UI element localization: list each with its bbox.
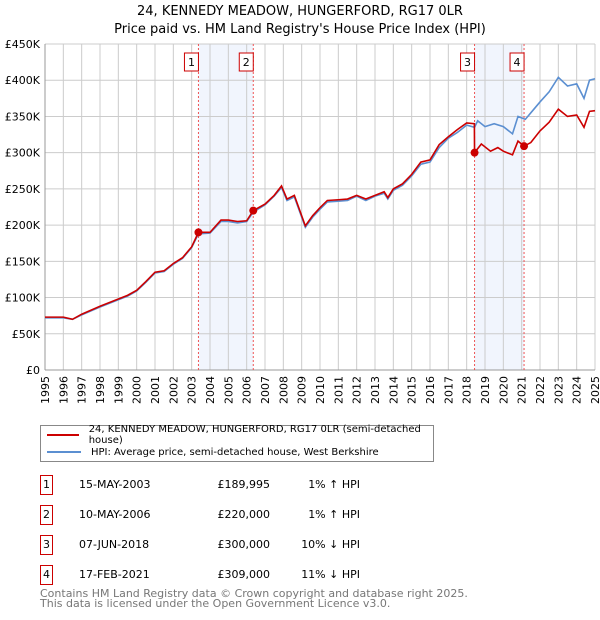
- sale-marker-label: 1: [188, 56, 195, 69]
- y-tick-label: £300K: [5, 147, 41, 160]
- transaction-hpi: 1% ↑ HPI: [308, 508, 360, 521]
- transaction-number: 3: [40, 535, 53, 555]
- transaction-date: 07-JUN-2018: [79, 538, 150, 551]
- transaction-number: 1: [40, 475, 53, 495]
- x-tick-label: 2018: [461, 376, 474, 404]
- x-tick-label: 2021: [516, 376, 529, 404]
- sale-point: [194, 228, 203, 237]
- legend-blue-line: [47, 451, 81, 453]
- sale-point: [520, 142, 529, 151]
- x-tick-label: 2016: [424, 376, 437, 404]
- legend-red-label: 24, KENNEDY MEADOW, HUNGERFORD, RG17 0LR…: [88, 424, 421, 446]
- transaction-row: 3 07-JUN-2018 £300,000 10% ↓ HPI: [40, 535, 440, 555]
- x-tick-label: 2006: [241, 376, 254, 404]
- x-tick-label: 1997: [76, 376, 89, 404]
- x-tick-label: 2023: [552, 376, 565, 404]
- transaction-number: 2: [40, 505, 53, 525]
- x-tick-label: 2017: [442, 376, 455, 404]
- y-tick-label: £0: [26, 364, 40, 377]
- chart-title: 24, KENNEDY MEADOW, HUNGERFORD, RG17 0LR: [137, 4, 463, 19]
- sale-marker-label: 2: [243, 56, 250, 69]
- x-tick-label: 2009: [296, 376, 309, 404]
- x-tick-label: 2024: [571, 376, 584, 404]
- x-tick-label: 2003: [186, 376, 199, 404]
- sale-marker-box: [509, 52, 525, 72]
- transaction-hpi: 10% ↓ HPI: [301, 538, 360, 551]
- transaction-row: 1 15-MAY-2003 £189,995 1% ↑ HPI: [40, 475, 440, 495]
- x-tick-label: 1996: [57, 376, 70, 404]
- sale-point: [249, 206, 258, 215]
- sale-marker-box: [238, 52, 254, 72]
- sale-marker-label: 3: [464, 56, 471, 69]
- legend-blue-label: HPI: Average price, semi-detached house,…: [91, 446, 379, 458]
- x-tick-label: 2004: [204, 376, 217, 404]
- y-tick-label: £150K: [5, 255, 41, 268]
- x-tick-label: 1998: [94, 376, 107, 404]
- x-tick-label: 2011: [332, 376, 345, 404]
- x-tick-label: 2019: [479, 376, 492, 404]
- y-tick-label: £450K: [5, 38, 41, 51]
- transaction-row: 4 17-FEB-2021 £309,000 11% ↓ HPI: [40, 565, 440, 585]
- footer: Contains HM Land Registry data © Crown c…: [40, 587, 468, 610]
- sale-marker-box: [460, 52, 476, 72]
- transaction-price: £309,000: [217, 568, 271, 581]
- legend-red-line: [47, 434, 79, 436]
- x-tick-label: 2015: [406, 376, 419, 404]
- y-tick-label: £350K: [5, 110, 41, 123]
- y-tick-label: £400K: [5, 74, 41, 87]
- sale-marker-label: 4: [514, 56, 521, 69]
- transaction-date: 17-FEB-2021: [79, 568, 150, 581]
- x-tick-label: 2013: [369, 376, 382, 404]
- price-paid-line: [45, 108, 596, 321]
- x-tick-label: 2002: [167, 376, 180, 404]
- transaction-price: £220,000: [217, 508, 271, 521]
- y-tick-label: £100K: [5, 292, 41, 305]
- transaction-date: 10-MAY-2006: [79, 508, 151, 521]
- transaction-hpi: 1% ↑ HPI: [308, 478, 360, 491]
- x-tick-label: 2010: [314, 376, 327, 404]
- y-tick-label: £50K: [12, 328, 41, 341]
- sale-point: [470, 148, 479, 157]
- x-tick-label: 2001: [149, 376, 162, 404]
- sale-marker-box: [183, 52, 199, 72]
- x-tick-label: 1999: [112, 376, 125, 404]
- y-tick-label: £250K: [5, 183, 41, 196]
- shaded-range: [474, 44, 525, 370]
- x-tick-label: 2007: [259, 376, 272, 404]
- x-tick-label: 2005: [222, 376, 235, 404]
- legend: 24, KENNEDY MEADOW, HUNGERFORD, RG17 0LR…: [40, 424, 434, 462]
- transaction-number: 4: [40, 565, 53, 585]
- transaction-row: 2 10-MAY-2006 £220,000 1% ↑ HPI: [40, 505, 440, 525]
- footer-line1: Contains HM Land Registry data © Crown c…: [40, 587, 468, 600]
- x-tick-label: 2022: [534, 376, 547, 404]
- x-tick-label: 1995: [39, 376, 52, 404]
- transaction-date: 15-MAY-2003: [79, 478, 151, 491]
- price-chart: 1995 1996 1997 1998 1999 2000 2001 2002 2003 2004…: [5, 38, 600, 404]
- transaction-price: £189,995: [217, 478, 271, 491]
- x-tick-label: 2025: [589, 376, 600, 404]
- x-tick-label: 2000: [131, 376, 144, 404]
- transaction-price: £300,000: [217, 538, 271, 551]
- footer-line2: This data is licensed under the Open Gov…: [40, 597, 391, 610]
- x-tick-label: 2008: [277, 376, 290, 404]
- transaction-hpi: 11% ↓ HPI: [301, 568, 360, 581]
- x-tick-label: 2020: [497, 376, 510, 404]
- chart-subtitle: Price paid vs. HM Land Registry's House …: [114, 22, 486, 37]
- shaded-range: [198, 44, 254, 370]
- x-tick-label: 2014: [387, 376, 400, 404]
- x-tick-label: 2012: [351, 376, 364, 404]
- y-tick-label: £200K: [5, 219, 41, 232]
